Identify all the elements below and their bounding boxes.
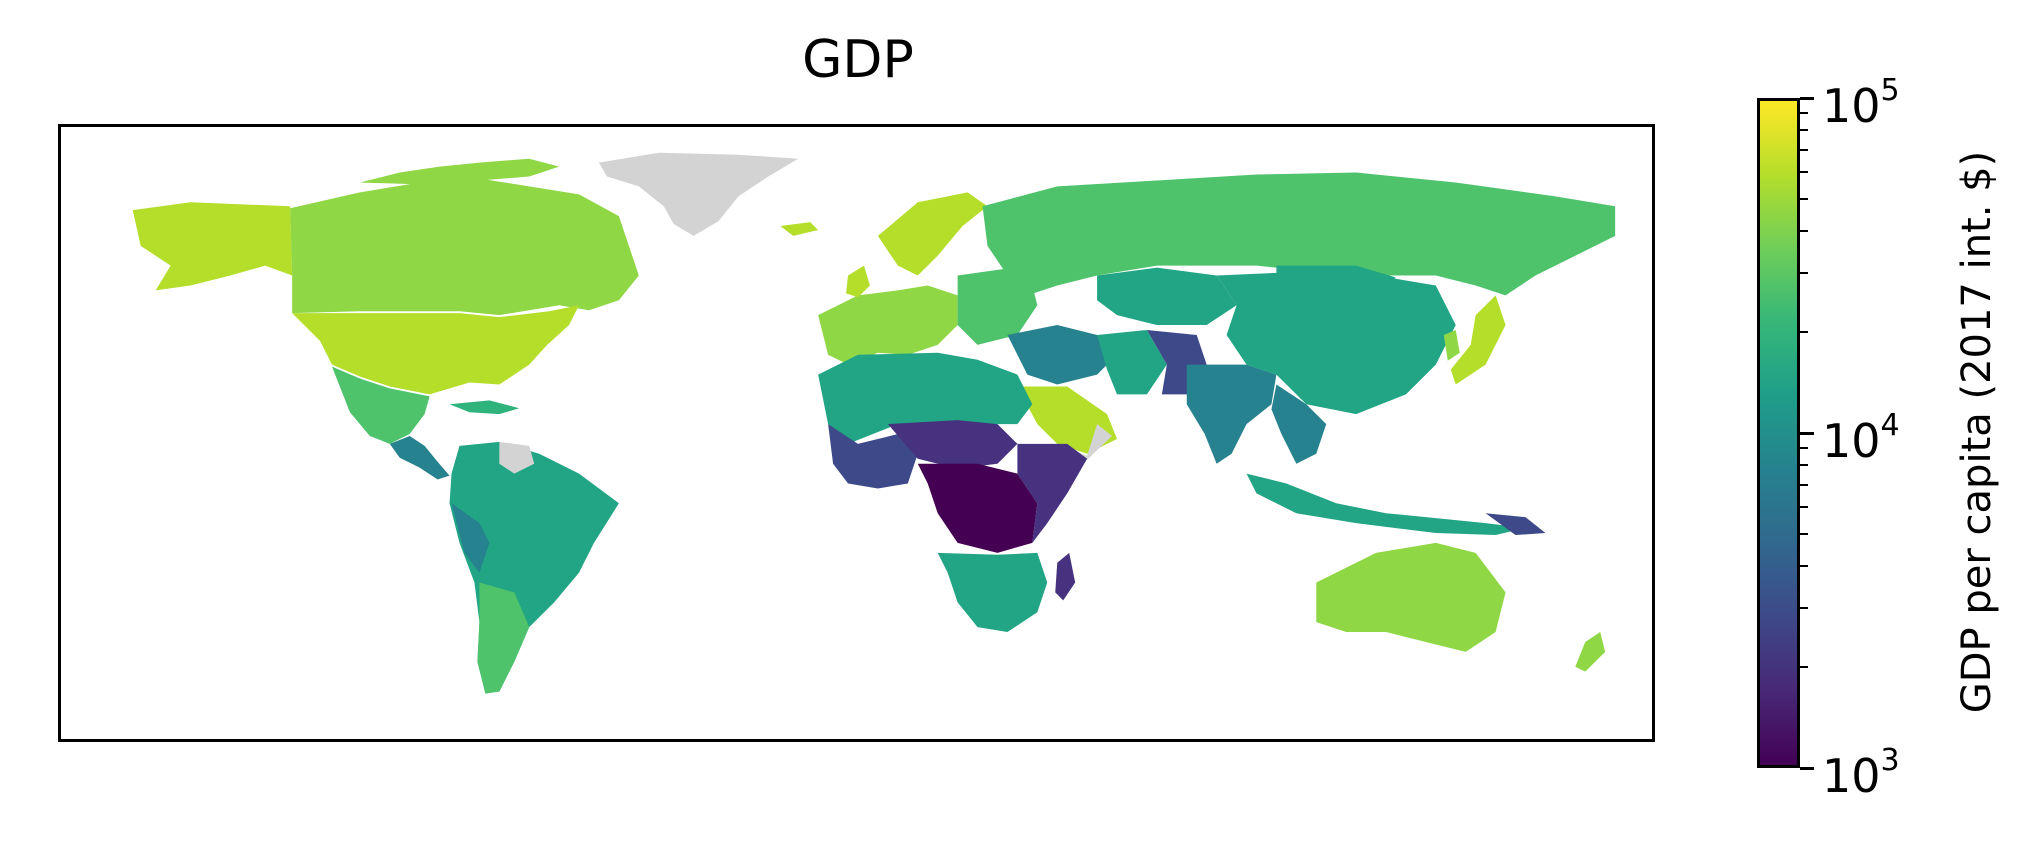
sahel xyxy=(887,420,1018,469)
western-europe xyxy=(818,285,958,365)
canada xyxy=(290,178,639,316)
canadian-arctic-islands xyxy=(359,158,560,185)
colorbar-minor-tick xyxy=(1800,171,1808,174)
iceland xyxy=(780,222,819,236)
colorbar-tick-label: 104 xyxy=(1822,408,1900,465)
colorbar-major-tick xyxy=(1800,766,1814,770)
southern-cone xyxy=(477,582,530,694)
colorbar-minor-tick xyxy=(1800,197,1808,200)
middle-east xyxy=(1007,325,1118,385)
tick-exponent: 3 xyxy=(1880,743,1900,778)
colorbar-minor-tick xyxy=(1800,532,1808,535)
colorbar-minor-tick xyxy=(1800,483,1808,486)
caribbean xyxy=(449,400,520,415)
colorbar-minor-tick xyxy=(1800,331,1808,334)
colorbar-tick-label: 103 xyxy=(1822,743,1900,800)
andes xyxy=(451,503,490,573)
united-kingdom xyxy=(846,265,870,298)
indonesia-malaysia xyxy=(1246,473,1526,535)
colorbar-minor-tick xyxy=(1800,112,1808,115)
colorbar-minor-tick xyxy=(1800,129,1808,132)
north-africa xyxy=(818,352,1033,444)
china xyxy=(1216,271,1456,415)
southeast-asia xyxy=(1271,384,1327,464)
colorbar-minor-tick xyxy=(1800,506,1808,509)
india xyxy=(1186,364,1277,464)
colorbar-minor-tick xyxy=(1800,607,1808,610)
map-frame xyxy=(58,124,1655,742)
colorbar xyxy=(1757,98,1800,768)
map-title: GDP xyxy=(802,30,914,90)
colorbar-minor-tick xyxy=(1800,464,1808,467)
mongolia xyxy=(1276,265,1396,298)
colorbar-minor-tick xyxy=(1800,565,1808,568)
east-africa xyxy=(1017,443,1088,543)
alaska xyxy=(132,202,293,291)
australia xyxy=(1316,542,1506,652)
colorbar-tick-label: 105 xyxy=(1822,73,1900,130)
tick-base: 10 xyxy=(1822,79,1881,133)
new-zealand xyxy=(1575,632,1606,672)
colorbar-minor-tick xyxy=(1800,272,1808,275)
south-america xyxy=(449,441,619,694)
tick-base: 10 xyxy=(1822,414,1881,468)
tick-exponent: 4 xyxy=(1880,408,1900,443)
central-america xyxy=(389,435,450,480)
tick-base: 10 xyxy=(1822,749,1881,803)
colorbar-minor-tick xyxy=(1800,148,1808,151)
colorbar-major-tick xyxy=(1800,431,1814,435)
central-asia xyxy=(1097,267,1237,326)
scandinavia xyxy=(877,192,988,276)
central-africa xyxy=(917,463,1038,553)
iran xyxy=(1097,330,1167,395)
colorbar-minor-tick xyxy=(1800,447,1808,450)
papua-new-guinea xyxy=(1485,513,1546,535)
colorbar-label: GDP per capita (2017 int. $) xyxy=(1954,150,2000,714)
world-map xyxy=(132,152,1616,694)
united-states xyxy=(292,305,580,395)
mexico xyxy=(331,366,430,444)
japan xyxy=(1450,295,1506,385)
tick-exponent: 5 xyxy=(1880,73,1900,108)
greenland xyxy=(598,152,799,236)
arabian-peninsula xyxy=(1017,386,1118,454)
madagascar xyxy=(1055,552,1076,601)
venezuela-guyana xyxy=(499,441,535,474)
colorbar-major-tick xyxy=(1800,96,1814,100)
west-africa xyxy=(828,424,918,489)
southern-africa xyxy=(937,552,1048,633)
russia xyxy=(982,172,1616,296)
korea xyxy=(1443,330,1460,361)
colorbar-minor-tick xyxy=(1800,666,1808,669)
colorbar-minor-tick xyxy=(1800,230,1808,233)
